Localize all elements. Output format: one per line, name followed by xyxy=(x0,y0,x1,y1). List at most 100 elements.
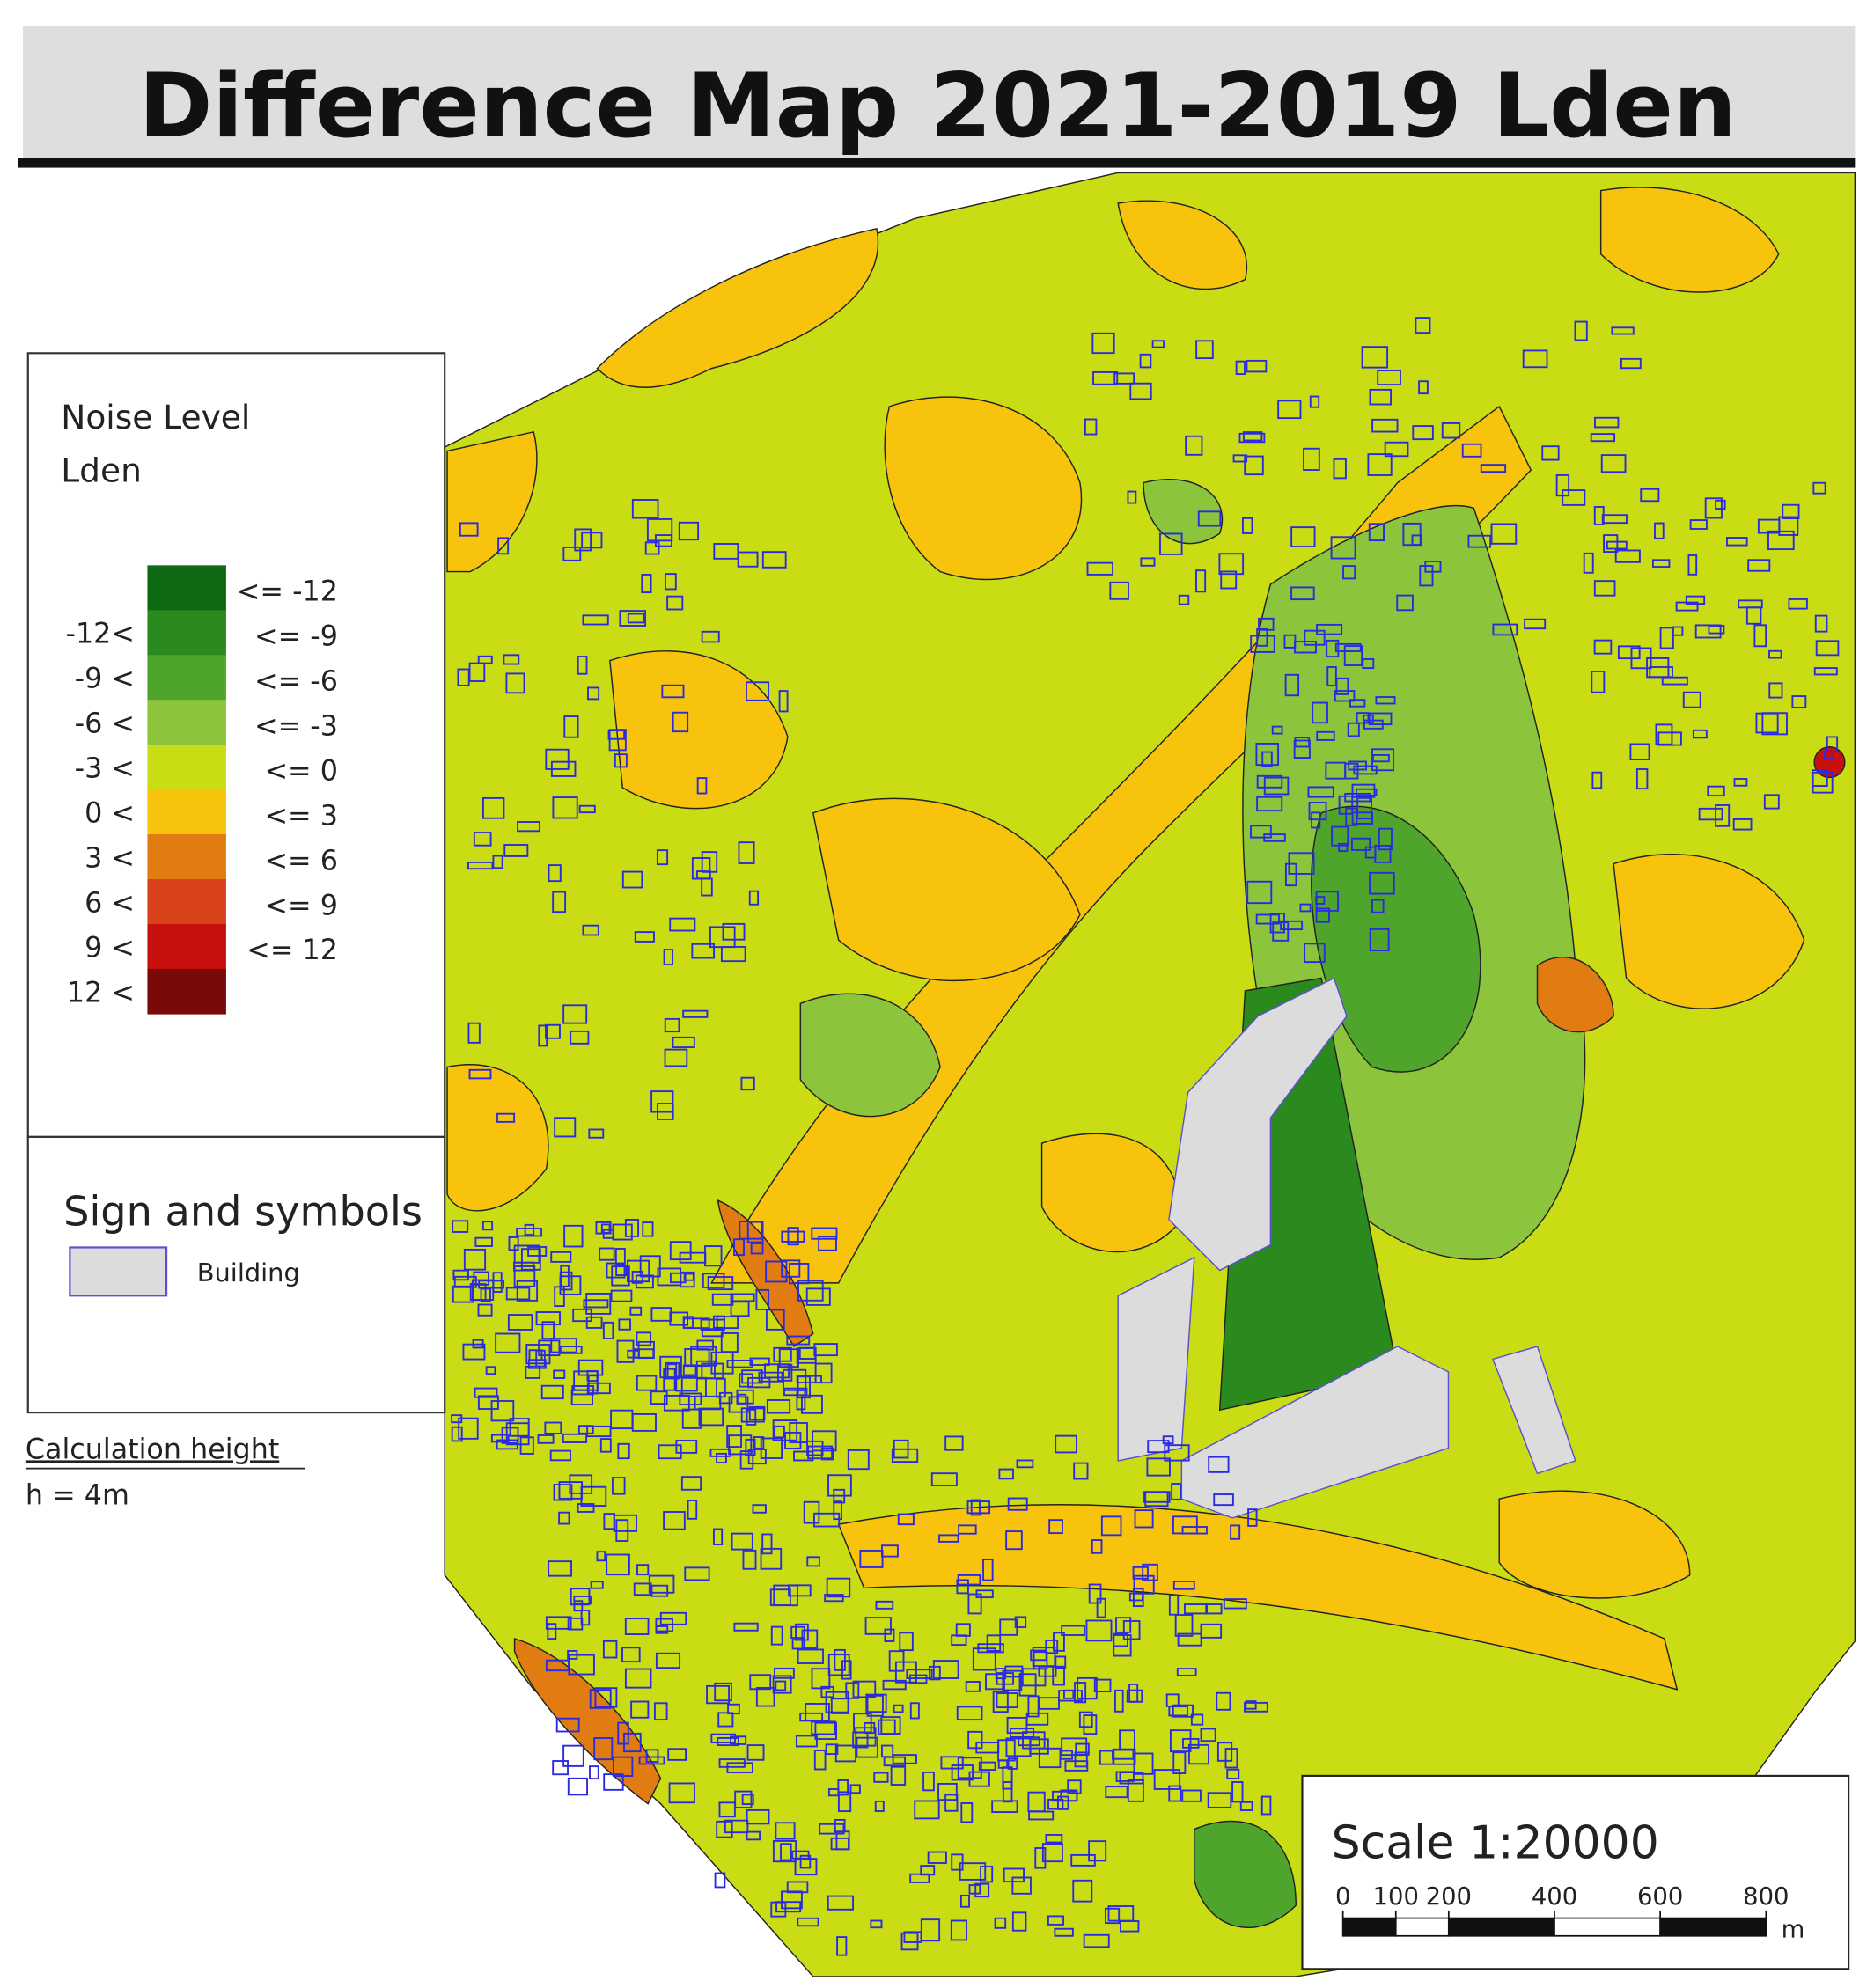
building xyxy=(1316,730,1335,741)
building xyxy=(631,499,659,519)
building xyxy=(1307,786,1334,798)
building xyxy=(552,1760,569,1776)
building xyxy=(733,1622,759,1632)
building xyxy=(1245,1700,1257,1710)
building xyxy=(468,662,486,682)
building xyxy=(558,1511,570,1525)
building xyxy=(920,1865,936,1876)
building xyxy=(541,1321,555,1340)
building xyxy=(825,1743,839,1756)
building xyxy=(580,1485,607,1507)
building xyxy=(474,1387,498,1398)
building xyxy=(1687,554,1698,576)
building xyxy=(1778,516,1799,536)
building xyxy=(909,1702,920,1720)
building xyxy=(653,1702,668,1721)
building xyxy=(797,1280,824,1302)
building xyxy=(738,841,755,864)
scale-label: Scale 1:20000 xyxy=(1332,1816,1659,1869)
building xyxy=(1635,768,1649,790)
building xyxy=(1162,1435,1174,1445)
building xyxy=(1308,802,1327,821)
building xyxy=(1814,614,1828,633)
building xyxy=(1659,627,1674,649)
building xyxy=(667,1748,687,1761)
building xyxy=(451,1414,463,1424)
building xyxy=(545,1023,561,1039)
building xyxy=(535,1311,561,1326)
building xyxy=(590,1581,604,1589)
building xyxy=(1375,696,1396,705)
building xyxy=(707,1276,734,1291)
legend-title: Noise Level xyxy=(61,398,250,436)
building xyxy=(1590,433,1616,443)
zone xyxy=(799,993,941,1118)
building xyxy=(880,1744,894,1758)
building xyxy=(1126,1689,1143,1703)
building xyxy=(1086,561,1114,576)
building xyxy=(1732,818,1753,831)
building xyxy=(1704,497,1723,519)
building xyxy=(679,1392,702,1405)
building xyxy=(1603,534,1619,553)
building xyxy=(602,1640,618,1659)
scale-tick-label: 0 xyxy=(1335,1883,1350,1911)
building xyxy=(1290,586,1315,601)
building xyxy=(1326,666,1337,686)
building xyxy=(940,1756,964,1770)
building xyxy=(1011,1876,1032,1895)
building xyxy=(469,1283,487,1302)
building xyxy=(567,1617,584,1631)
building xyxy=(655,1652,681,1669)
building xyxy=(629,1306,643,1316)
building xyxy=(1045,1834,1063,1844)
building xyxy=(577,1503,595,1513)
building xyxy=(1524,618,1547,630)
building xyxy=(960,1802,974,1823)
building xyxy=(998,1468,1014,1480)
building xyxy=(1334,642,1362,652)
building xyxy=(811,1668,831,1690)
building xyxy=(474,1236,493,1247)
building xyxy=(717,1712,734,1728)
building xyxy=(1002,1669,1023,1691)
building xyxy=(563,1224,584,1248)
building xyxy=(458,1417,479,1440)
building xyxy=(617,1721,629,1745)
building xyxy=(1182,1737,1200,1749)
building xyxy=(603,1513,615,1530)
building xyxy=(545,748,570,770)
building xyxy=(714,1872,726,1889)
building xyxy=(1351,837,1371,851)
building xyxy=(749,1674,772,1691)
building xyxy=(1164,1444,1190,1462)
building xyxy=(834,1818,846,1833)
building xyxy=(1053,1632,1065,1652)
building xyxy=(774,1425,785,1439)
building xyxy=(965,1681,981,1692)
building xyxy=(1293,739,1311,759)
building xyxy=(951,1634,967,1647)
building xyxy=(582,614,609,626)
legend-upper: <= 0 xyxy=(264,755,338,787)
building xyxy=(1815,640,1840,657)
building xyxy=(1707,785,1725,797)
zone xyxy=(446,1064,549,1212)
building xyxy=(468,1068,492,1080)
legend-swatch xyxy=(147,923,226,970)
building xyxy=(827,1654,850,1676)
legend-lower: -12< xyxy=(66,619,135,650)
building xyxy=(1355,788,1378,796)
building xyxy=(1368,523,1385,542)
building xyxy=(799,1854,812,1869)
building xyxy=(672,711,689,733)
building xyxy=(731,1532,753,1551)
building xyxy=(1371,418,1399,433)
building xyxy=(549,1449,571,1462)
building xyxy=(1048,1519,1063,1535)
building xyxy=(944,1435,964,1451)
building xyxy=(977,1643,1004,1654)
building xyxy=(704,1245,723,1267)
building xyxy=(746,1830,761,1841)
building xyxy=(750,1243,764,1255)
